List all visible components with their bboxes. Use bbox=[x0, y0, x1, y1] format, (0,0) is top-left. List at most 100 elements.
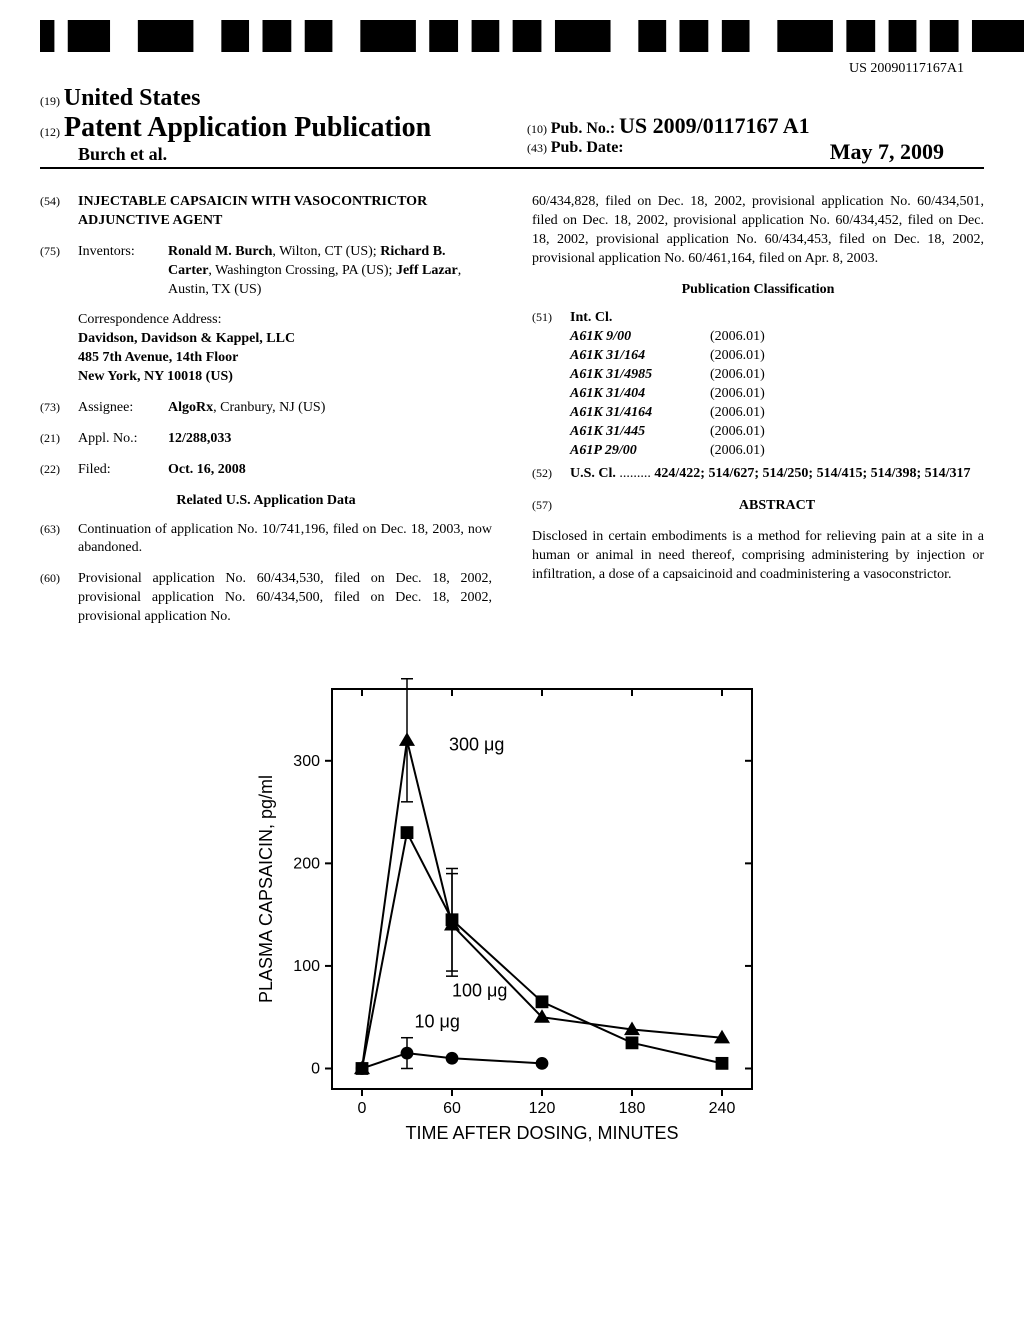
correspondence-block: Correspondence Address: Davidson, Davids… bbox=[40, 311, 492, 387]
abstract-num: (57) bbox=[532, 497, 570, 516]
intcl-code: A61K 31/404 bbox=[570, 385, 710, 404]
doc-title-line: (12) Patent Application Publication bbox=[40, 112, 497, 144]
intcl-row: A61K 31/4985(2006.01) bbox=[570, 366, 984, 385]
barcode-area: ▌█▌▐█▌▐▌█▐▌▐█▌█▐▌█▐█▌▐▌█▐▌▐█▌█▐▌█▐█▌▐▌█▐… bbox=[40, 20, 984, 57]
applno-field: (21) Appl. No.: 12/288,033 bbox=[40, 430, 492, 449]
intcl-code: A61K 31/4985 bbox=[570, 366, 710, 385]
uscl-label: U.S. Cl. bbox=[570, 466, 616, 481]
pubno-value: US 2009/0117167 A1 bbox=[619, 113, 810, 138]
inventors-value: Ronald M. Burch, Wilton, CT (US); Richar… bbox=[168, 243, 492, 300]
columns: (54) INJECTABLE CAPSAICIN WITH VASOCONTR… bbox=[40, 193, 984, 639]
svg-text:200: 200 bbox=[293, 855, 320, 872]
applno-label: Appl. No.: bbox=[78, 430, 168, 449]
assignee-value: AlgoRx, Cranbury, NJ (US) bbox=[168, 399, 492, 418]
title-num: (54) bbox=[40, 193, 78, 231]
related-heading: Related U.S. Application Data bbox=[40, 492, 492, 511]
intcl-code: A61K 31/4164 bbox=[570, 404, 710, 423]
intcl-row: A61K 31/404(2006.01) bbox=[570, 385, 984, 404]
country-line: (19) United States bbox=[40, 85, 497, 112]
svg-text:100 μg: 100 μg bbox=[452, 981, 507, 1001]
pubno-label: Pub. No.: bbox=[551, 120, 615, 137]
intcl-code: A61K 9/00 bbox=[570, 328, 710, 347]
intcl-row: A61K 9/00(2006.01) bbox=[570, 328, 984, 347]
intcl-block: Int. Cl. A61K 9/00(2006.01)A61K 31/164(2… bbox=[570, 309, 984, 460]
provisional-text-2: 60/434,828, filed on Dec. 18, 2002, prov… bbox=[532, 193, 984, 269]
svg-text:120: 120 bbox=[529, 1100, 556, 1117]
pubdate-label: Pub. Date: bbox=[551, 139, 624, 156]
svg-text:100: 100 bbox=[293, 958, 320, 975]
chart-container: 0100200300060120180240TIME AFTER DOSING,… bbox=[40, 669, 984, 1154]
intcl-year: (2006.01) bbox=[710, 366, 984, 385]
svg-text:TIME AFTER DOSING, MINUTES: TIME AFTER DOSING, MINUTES bbox=[405, 1123, 678, 1143]
header-left: (19) United States (12) Patent Applicati… bbox=[40, 85, 497, 165]
applicant-line: Burch et al. bbox=[40, 144, 497, 165]
uscl-value: 424/422; 514/627; 514/250; 514/415; 514/… bbox=[654, 466, 970, 481]
svg-text:10 μg: 10 μg bbox=[415, 1011, 460, 1031]
intcl-row: A61P 29/00(2006.01) bbox=[570, 442, 984, 461]
intcl-year: (2006.01) bbox=[710, 385, 984, 404]
assignee-num: (73) bbox=[40, 399, 78, 418]
country-name: United States bbox=[64, 85, 201, 111]
uscl-field: (52) U.S. Cl. ......... 424/422; 514/627… bbox=[532, 465, 984, 484]
inventor-1: Ronald M. Burch bbox=[168, 244, 272, 259]
header-row: (19) United States (12) Patent Applicati… bbox=[40, 85, 984, 169]
abstract-text: Disclosed in certain embodiments is a me… bbox=[532, 528, 984, 585]
intcl-list: A61K 9/00(2006.01)A61K 31/164(2006.01)A6… bbox=[570, 328, 984, 460]
continuation-text: Continuation of application No. 10/741,1… bbox=[78, 521, 492, 559]
svg-text:300 μg: 300 μg bbox=[449, 735, 504, 755]
svg-text:240: 240 bbox=[709, 1100, 736, 1117]
svg-text:0: 0 bbox=[311, 1061, 320, 1078]
inventors-label: Inventors: bbox=[78, 243, 168, 300]
intcl-code: A61P 29/00 bbox=[570, 442, 710, 461]
pubno-num: (10) bbox=[527, 122, 547, 136]
svg-text:180: 180 bbox=[619, 1100, 646, 1117]
intcl-num: (51) bbox=[532, 309, 570, 460]
barcode: ▌█▌▐█▌▐▌█▐▌▐█▌█▐▌█▐█▌▐▌█▐▌▐█▌█▐▌█▐█▌▐▌█▐… bbox=[40, 20, 1024, 52]
inventors-field: (75) Inventors: Ronald M. Burch, Wilton,… bbox=[40, 243, 492, 300]
svg-text:PLASMA CAPSAICIN, pg/ml: PLASMA CAPSAICIN, pg/ml bbox=[256, 775, 276, 1003]
filed-field: (22) Filed: Oct. 16, 2008 bbox=[40, 461, 492, 480]
pubdate-num: (43) bbox=[527, 141, 547, 155]
intcl-row: A61K 31/164(2006.01) bbox=[570, 347, 984, 366]
corr-name: Davidson, Davidson & Kappel, LLC bbox=[78, 330, 492, 349]
applno-value: 12/288,033 bbox=[168, 430, 492, 449]
doc-num: (12) bbox=[40, 125, 60, 139]
assignee-field: (73) Assignee: AlgoRx, Cranbury, NJ (US) bbox=[40, 399, 492, 418]
intcl-year: (2006.01) bbox=[710, 347, 984, 366]
abstract-label: ABSTRACT bbox=[570, 497, 984, 516]
corr-addr1: 485 7th Avenue, 14th Floor bbox=[78, 349, 492, 368]
left-column: (54) INJECTABLE CAPSAICIN WITH VASOCONTR… bbox=[40, 193, 492, 639]
barcode-text: US 20090117167A1 bbox=[40, 61, 964, 77]
intcl-field: (51) Int. Cl. A61K 9/00(2006.01)A61K 31/… bbox=[532, 309, 984, 460]
provisional-num: (60) bbox=[40, 570, 78, 627]
applno-num: (21) bbox=[40, 430, 78, 449]
intcl-year: (2006.01) bbox=[710, 442, 984, 461]
abstract-header: (57) ABSTRACT bbox=[532, 497, 984, 516]
intcl-year: (2006.01) bbox=[710, 328, 984, 347]
svg-text:300: 300 bbox=[293, 753, 320, 770]
continuation-field: (63) Continuation of application No. 10/… bbox=[40, 521, 492, 559]
title-field: (54) INJECTABLE CAPSAICIN WITH VASOCONTR… bbox=[40, 193, 492, 231]
right-column: 60/434,828, filed on Dec. 18, 2002, prov… bbox=[532, 193, 984, 639]
pubclass-heading: Publication Classification bbox=[532, 281, 984, 300]
continuation-num: (63) bbox=[40, 521, 78, 559]
filed-num: (22) bbox=[40, 461, 78, 480]
patent-page: ▌█▌▐█▌▐▌█▐▌▐█▌█▐▌█▐█▌▐▌█▐▌▐█▌█▐▌█▐█▌▐▌█▐… bbox=[0, 0, 1024, 1194]
uscl-num: (52) bbox=[532, 465, 570, 484]
title-value: INJECTABLE CAPSAICIN WITH VASOCONTRICTOR… bbox=[78, 193, 492, 231]
filed-label: Filed: bbox=[78, 461, 168, 480]
intcl-year: (2006.01) bbox=[710, 423, 984, 442]
intcl-row: A61K 31/445(2006.01) bbox=[570, 423, 984, 442]
intcl-row: A61K 31/4164(2006.01) bbox=[570, 404, 984, 423]
filed-value: Oct. 16, 2008 bbox=[168, 461, 492, 480]
pubdate-line: (43) Pub. Date: May 7, 2009 bbox=[527, 139, 984, 165]
inventors-num: (75) bbox=[40, 243, 78, 300]
inventor-3: Jeff Lazar bbox=[396, 263, 458, 278]
intcl-year: (2006.01) bbox=[710, 404, 984, 423]
assignee-label: Assignee: bbox=[78, 399, 168, 418]
pubno-line: (10) Pub. No.: US 2009/0117167 A1 bbox=[527, 113, 984, 139]
intcl-code: A61K 31/164 bbox=[570, 347, 710, 366]
provisional-field: (60) Provisional application No. 60/434,… bbox=[40, 570, 492, 627]
intcl-code: A61K 31/445 bbox=[570, 423, 710, 442]
chart-svg: 0100200300060120180240TIME AFTER DOSING,… bbox=[232, 669, 792, 1149]
